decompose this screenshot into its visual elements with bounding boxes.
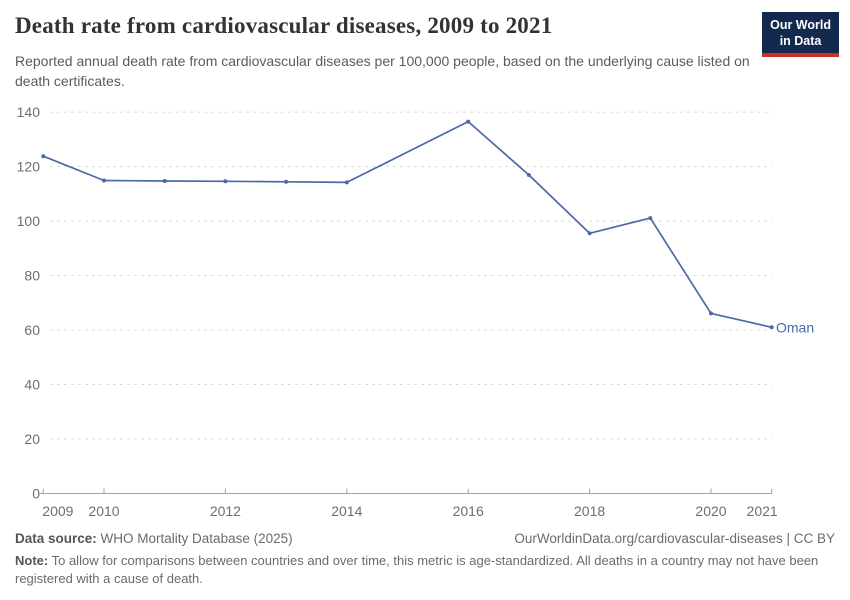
x-tick-label: 2016	[453, 503, 484, 519]
x-tick-label: 2018	[574, 503, 605, 519]
y-tick-label: 100	[17, 213, 41, 229]
data-point-2016[interactable]	[466, 119, 471, 124]
x-tick-label: 2010	[88, 503, 119, 519]
data-point-2021[interactable]	[769, 325, 774, 330]
data-source: Data source: WHO Mortality Database (202…	[15, 531, 293, 546]
x-axis: 2009 2010 2012 2014 2016 2018 2020 2021	[42, 488, 778, 519]
y-tick-label: 60	[24, 322, 40, 338]
data-point-2017[interactable]	[526, 173, 531, 177]
y-tick-label: 20	[24, 431, 40, 447]
y-tick-label: 0	[32, 485, 40, 501]
data-point-2012[interactable]	[223, 179, 228, 184]
footer-source-row: Data source: WHO Mortality Database (202…	[15, 531, 835, 546]
y-tick-label: 140	[17, 104, 41, 120]
data-point-2020[interactable]	[709, 311, 713, 316]
data-source-label: Data source:	[15, 531, 97, 546]
y-tick-label: 40	[24, 376, 40, 392]
x-tick-label: 2012	[210, 503, 241, 519]
footer-note-label: Note:	[15, 553, 49, 568]
series-line-oman[interactable]	[42, 120, 773, 329]
data-source-value: WHO Mortality Database (2025)	[100, 531, 293, 546]
y-tick-label: 120	[17, 158, 41, 174]
data-point-2014[interactable]	[344, 180, 349, 185]
x-tick-label: 2009	[42, 503, 73, 519]
data-point-2019[interactable]	[648, 216, 653, 221]
chart-subtitle: Reported annual death rate from cardiova…	[15, 53, 750, 90]
footer-note: Note: To allow for comparisons between c…	[15, 552, 832, 587]
x-tick-label: 2020	[695, 503, 726, 519]
owid-logo-line2: in Data	[779, 33, 822, 48]
data-point-2018[interactable]	[587, 231, 592, 236]
data-point-2009[interactable]	[41, 154, 46, 159]
owid-logo[interactable]: Our World in Data	[762, 12, 839, 58]
owid-logo-line1: Our World	[770, 18, 831, 32]
series-points-oman[interactable]	[41, 119, 774, 330]
y-tick-label: 80	[24, 267, 40, 283]
data-point-2010[interactable]	[102, 178, 106, 183]
owid-citation-link[interactable]: OurWorldinData.org/cardiovascular-diseas…	[514, 531, 835, 546]
footer-note-text: To allow for comparisons between countri…	[15, 553, 819, 586]
series-end-label[interactable]: Oman	[776, 319, 814, 335]
chart-title: Death rate from cardiovascular diseases,…	[15, 13, 553, 38]
data-point-2011[interactable]	[162, 179, 167, 183]
x-tick-label: 2021	[747, 503, 778, 519]
y-gridlines: 0 20 40 60 80 100 120 140	[17, 104, 772, 501]
data-point-2013[interactable]	[284, 179, 289, 184]
x-tick-label: 2014	[331, 503, 362, 519]
